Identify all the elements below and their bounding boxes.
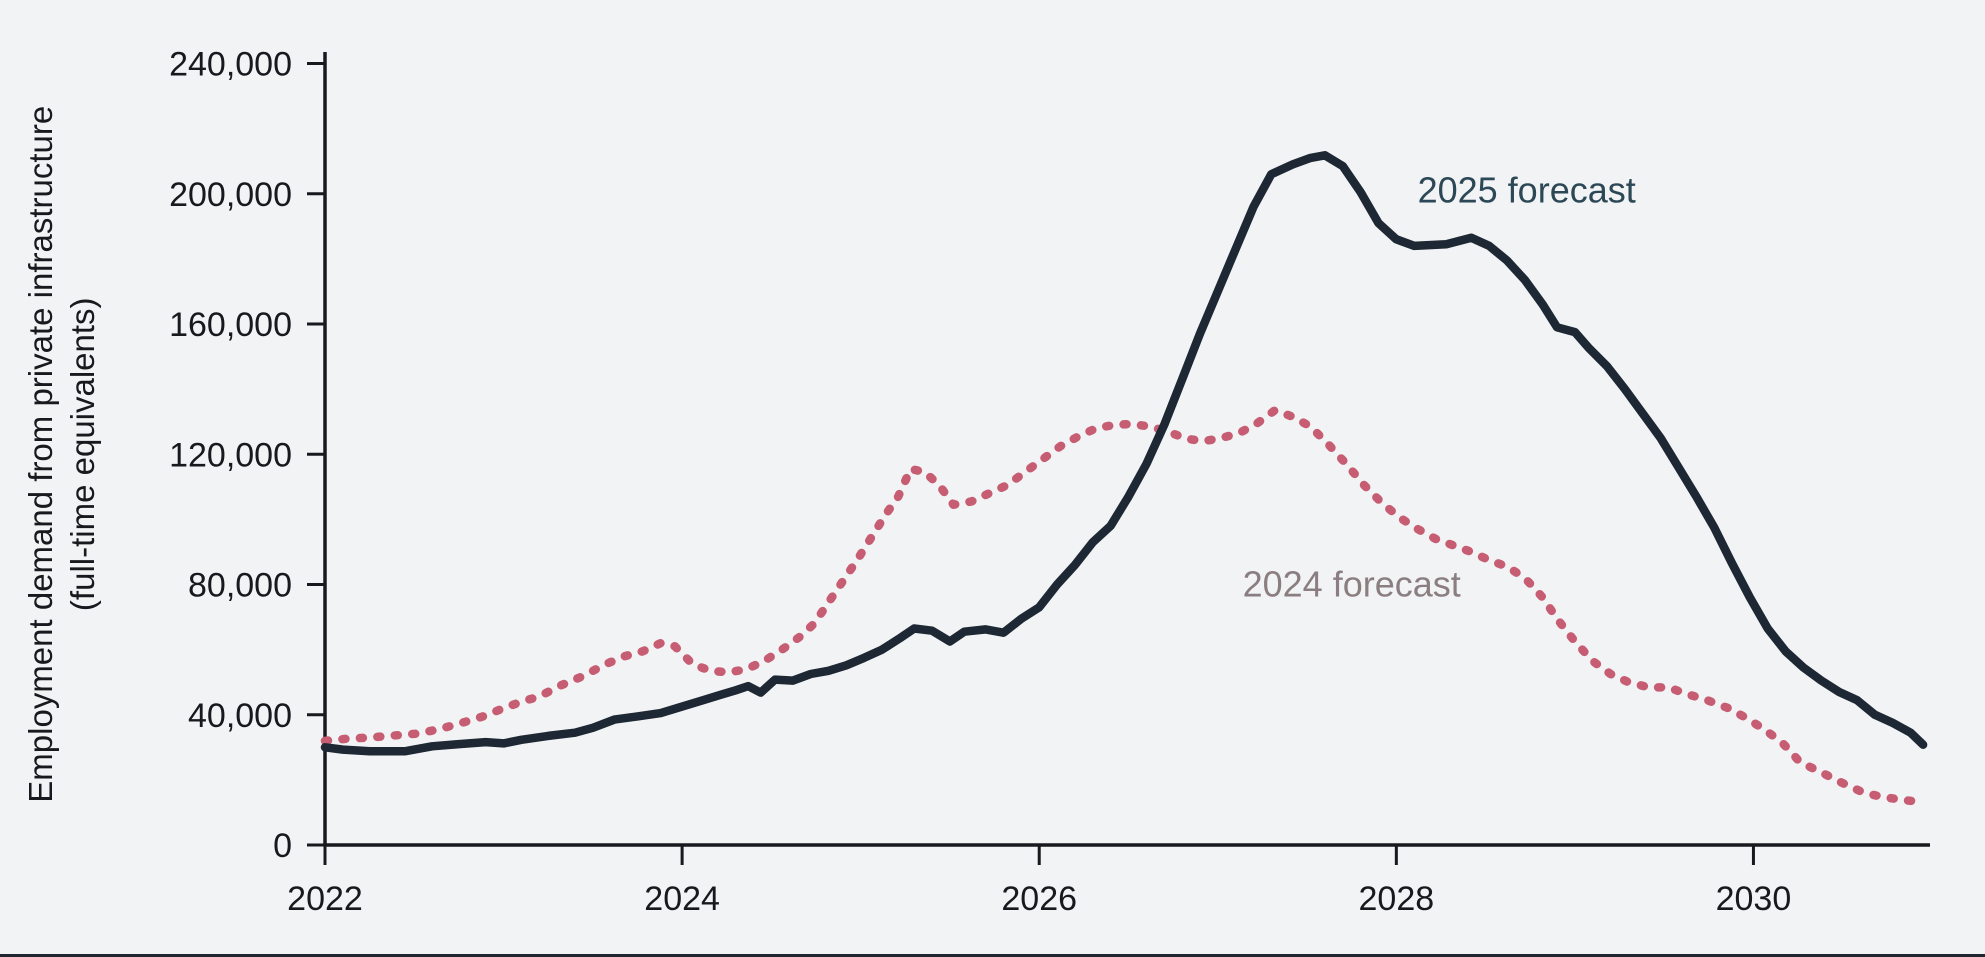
y-tick-label: 40,000 <box>188 697 292 735</box>
y-tick-label: 240,000 <box>169 46 292 84</box>
series-label-2025-forecast: 2025 forecast <box>1418 169 1636 210</box>
x-tick-label: 2030 <box>1716 880 1792 918</box>
y-tick-label: 200,000 <box>169 176 292 214</box>
y-tick-label: 80,000 <box>188 567 292 605</box>
series-label-2024-forecast: 2024 forecast <box>1243 564 1461 605</box>
y-tick-label: 120,000 <box>169 436 292 474</box>
x-tick-label: 2022 <box>287 880 363 918</box>
y-axis-title-line1: Employment demand from private infrastru… <box>22 106 59 803</box>
y-axis-title-line2: (full-time equivalents) <box>64 297 101 611</box>
x-tick-label: 2028 <box>1359 880 1435 918</box>
x-tick-label: 2026 <box>1001 880 1077 918</box>
figure-bottom-border <box>0 954 1985 957</box>
x-tick-label: 2024 <box>644 880 720 918</box>
y-tick-label: 0 <box>273 827 292 865</box>
series-line-2025-forecast <box>320 151 1928 756</box>
y-tick-label: 160,000 <box>169 306 292 344</box>
